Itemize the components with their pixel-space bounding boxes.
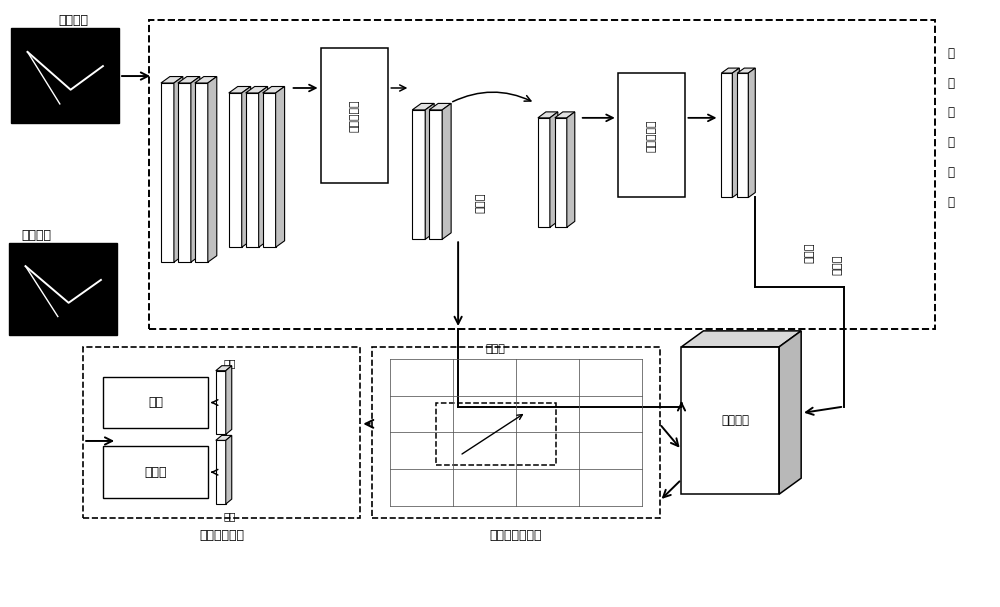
Bar — [149, 20, 935, 329]
Polygon shape — [216, 365, 232, 371]
Polygon shape — [208, 76, 217, 262]
Text: 卷积: 卷积 — [224, 358, 236, 368]
Polygon shape — [246, 93, 259, 247]
Bar — [83, 347, 360, 518]
Polygon shape — [538, 118, 550, 228]
Polygon shape — [721, 73, 732, 197]
Bar — [11, 29, 119, 123]
Bar — [103, 377, 208, 429]
Bar — [372, 347, 660, 518]
Text: 下采样: 下采样 — [475, 192, 485, 213]
Bar — [103, 446, 208, 498]
Text: 先验框生成模块: 先验框生成模块 — [490, 529, 542, 543]
Polygon shape — [216, 435, 232, 440]
Text: 输出结果: 输出结果 — [21, 229, 51, 242]
Polygon shape — [429, 103, 451, 110]
Polygon shape — [246, 87, 268, 93]
Text: 块: 块 — [947, 196, 954, 209]
Polygon shape — [538, 112, 558, 118]
Text: 取: 取 — [947, 136, 954, 149]
Polygon shape — [429, 110, 442, 239]
Polygon shape — [259, 87, 268, 247]
Polygon shape — [178, 76, 200, 83]
Text: 识别定位模块: 识别定位模块 — [199, 529, 244, 543]
Polygon shape — [779, 331, 801, 494]
Polygon shape — [567, 112, 575, 228]
Polygon shape — [226, 365, 232, 435]
Bar — [321, 48, 388, 183]
Polygon shape — [242, 87, 251, 247]
Text: 输入图像: 输入图像 — [58, 14, 88, 27]
Polygon shape — [174, 76, 183, 262]
Text: 提: 提 — [947, 106, 954, 120]
Polygon shape — [195, 76, 217, 83]
Polygon shape — [161, 83, 174, 262]
Polygon shape — [442, 103, 451, 239]
Polygon shape — [178, 83, 191, 262]
Polygon shape — [550, 112, 558, 228]
Polygon shape — [191, 76, 200, 262]
Polygon shape — [737, 73, 748, 197]
Text: 位置: 位置 — [148, 396, 163, 409]
Polygon shape — [263, 87, 285, 93]
Bar — [9, 243, 117, 335]
Text: 先验框: 先验框 — [486, 344, 506, 354]
Text: 注意力机制: 注意力机制 — [349, 99, 359, 132]
Text: 卷积: 卷积 — [224, 511, 236, 521]
Polygon shape — [681, 347, 779, 494]
Polygon shape — [195, 83, 208, 262]
Polygon shape — [229, 93, 242, 247]
Polygon shape — [276, 87, 285, 247]
Polygon shape — [681, 331, 801, 347]
Text: 征: 征 — [947, 76, 954, 89]
Text: 特: 特 — [947, 47, 954, 59]
Polygon shape — [229, 87, 251, 93]
Polygon shape — [226, 435, 232, 504]
Polygon shape — [216, 440, 226, 504]
Text: 模: 模 — [947, 166, 954, 179]
Text: 上采样: 上采样 — [804, 242, 814, 263]
Polygon shape — [748, 68, 755, 197]
Polygon shape — [216, 371, 226, 435]
Polygon shape — [732, 68, 739, 197]
Text: 特征融合: 特征融合 — [721, 414, 749, 427]
Bar — [618, 73, 685, 197]
Bar — [436, 403, 556, 465]
Polygon shape — [425, 103, 434, 239]
Polygon shape — [263, 93, 276, 247]
Polygon shape — [721, 68, 739, 73]
Text: 注意力机制: 注意力机制 — [647, 119, 657, 152]
Text: 置信度: 置信度 — [144, 466, 167, 479]
Polygon shape — [412, 103, 434, 110]
Polygon shape — [555, 118, 567, 228]
Polygon shape — [737, 68, 755, 73]
Text: 上采样: 上采样 — [832, 255, 842, 276]
Polygon shape — [555, 112, 575, 118]
Polygon shape — [161, 76, 183, 83]
Polygon shape — [412, 110, 425, 239]
